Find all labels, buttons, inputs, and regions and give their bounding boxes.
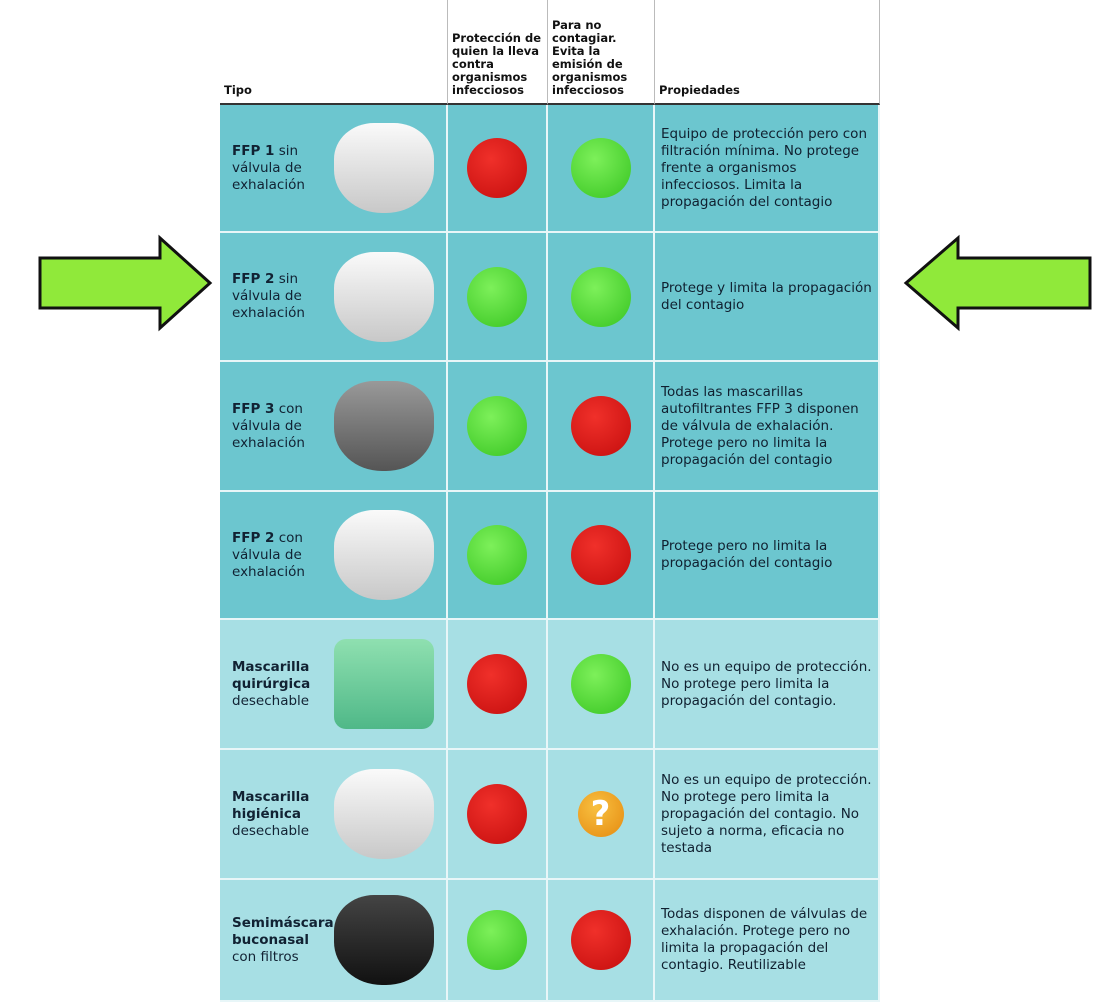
question-dot: ?: [577, 791, 624, 837]
mask-image: [334, 381, 434, 471]
header: Protección de quien la lleva contra orga…: [448, 0, 548, 105]
green-dot: [467, 525, 527, 585]
properties: Protege y limita la propagación del cont…: [655, 233, 880, 362]
type-cell: Mascarilla higiénica desechable: [220, 750, 448, 880]
cell: [448, 750, 548, 880]
mask-image: [334, 895, 434, 985]
cell: ?: [548, 750, 655, 880]
mask-table: Tipo Protección de quien la lleva contra…: [220, 0, 880, 1002]
name-rest: sin válvula de exhalación: [232, 271, 305, 321]
type-cell: FFP 1 sin válvula de exhalación: [220, 105, 448, 233]
properties: No es un equipo de protección. No proteg…: [655, 750, 880, 880]
cell: [548, 492, 655, 620]
red-dot: [467, 784, 527, 844]
left-arrow: [38, 234, 213, 332]
properties: Equipo de protección pero con filtración…: [655, 105, 880, 233]
red-dot: [570, 525, 631, 585]
green-dot: [570, 138, 631, 198]
mask-image: [334, 639, 434, 729]
cell: [548, 105, 655, 233]
name-bold: FFP 2: [232, 271, 275, 287]
name-bold: FFP 1: [232, 142, 275, 159]
name-rest: con filtros: [232, 948, 299, 965]
header: Tipo: [220, 0, 448, 105]
name-bold: FFP 2: [232, 529, 275, 546]
type-cell: FFP 3 con válvula de exhalación: [220, 362, 448, 492]
name: Mascarilla higiénica desechable: [220, 789, 328, 840]
green-dot: [570, 654, 631, 714]
name: FFP 2 sin válvula de exhalación: [220, 271, 328, 322]
cell: [448, 233, 548, 362]
green-dot: [467, 396, 527, 456]
type-cell: FFP 2 sin válvula de exhalación: [220, 233, 448, 362]
type-cell: Semimáscara buconasal con filtros: [220, 880, 448, 1002]
type-cell: FFP 2 con válvula de exhalación: [220, 492, 448, 620]
right-arrow: [903, 234, 1092, 332]
green-dot: [570, 266, 631, 327]
mask-image: [334, 123, 434, 213]
name-bold: Mascarilla higiénica: [232, 788, 310, 822]
red-dot: [467, 654, 527, 714]
name: FFP 3 con válvula de exhalación: [220, 401, 328, 452]
red-dot: [467, 138, 527, 198]
cell: [448, 105, 548, 233]
mask-image: [334, 769, 434, 859]
type-cell: Mascarilla quirúrgica desechable: [220, 620, 448, 750]
name: Semimáscara buconasal con filtros: [220, 915, 334, 966]
name-rest: sin válvula de exhalación: [232, 142, 305, 193]
red-dot: [570, 910, 631, 970]
green-dot: [467, 910, 527, 970]
name-bold: Mascarilla quirúrgica: [232, 658, 311, 692]
mask-image: [334, 251, 434, 342]
cell: [448, 362, 548, 492]
cell: [448, 620, 548, 750]
header: Para no contagiar. Evita la emisión de o…: [548, 0, 655, 105]
cell: [448, 492, 548, 620]
name: Mascarilla quirúrgica desechable: [220, 659, 328, 710]
name-rest: desechable: [232, 822, 310, 839]
properties: Todas disponen de válvulas de exhalación…: [655, 880, 880, 1002]
cell: [548, 880, 655, 1002]
green-dot: [467, 266, 527, 327]
cell: [448, 880, 548, 1002]
cell: [548, 362, 655, 492]
cell: [548, 233, 655, 362]
name-bold: FFP 3: [232, 400, 275, 417]
name: FFP 2 con válvula de exhalación: [220, 530, 328, 581]
red-dot: [570, 396, 631, 456]
properties: Todas las mascarillas autofiltrantes FFP…: [655, 362, 880, 492]
cell: [548, 620, 655, 750]
properties: No es un equipo de protección. No proteg…: [655, 620, 880, 750]
name: FFP 1 sin válvula de exhalación: [220, 143, 328, 194]
name-rest: con válvula de exhalación: [232, 529, 305, 580]
name-rest: desechable: [232, 692, 310, 709]
header: Propiedades: [655, 0, 880, 105]
name-rest: con válvula de exhalación: [232, 400, 305, 451]
mask-image: [334, 510, 434, 600]
properties: Protege pero no limita la propagación de…: [655, 492, 880, 620]
name-bold: Semimáscara buconasal: [232, 914, 334, 948]
